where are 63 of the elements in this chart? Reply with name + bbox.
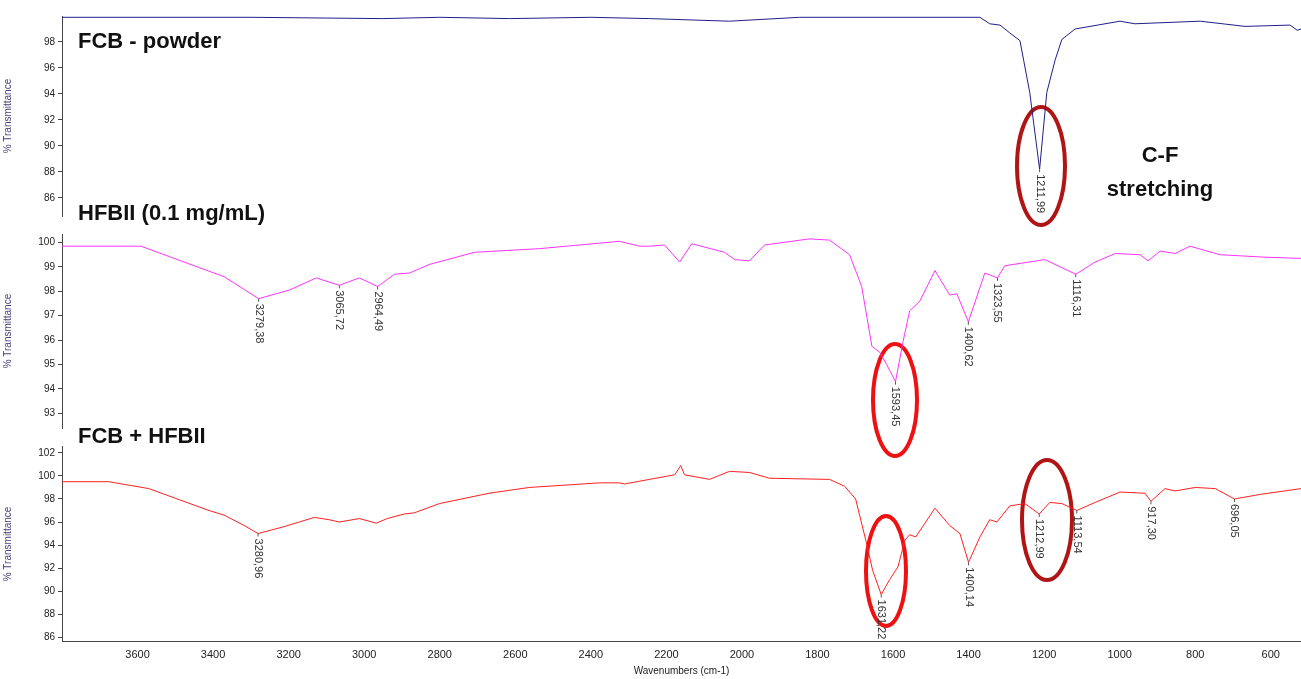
y-tick-label: 86 [43, 191, 56, 203]
annotation: C-F stretching [1105, 141, 1215, 203]
chart-title: HFBII (0.1 mg/mL) [78, 200, 266, 226]
y-tick-label: 88 [43, 165, 56, 177]
x-tick-label: 1600 [880, 648, 906, 661]
annotation: 1400,14 [963, 567, 976, 608]
annotation: 3065,72 [334, 290, 347, 331]
x-tick-label: 1800 [805, 648, 830, 661]
y-tick-label: 97 [43, 309, 56, 321]
annotation: 1113,54 [1071, 515, 1084, 554]
y-tick-label: 94 [43, 538, 56, 550]
x-tick-label: 2600 [503, 648, 528, 661]
x-tick-label: 1200 [1031, 648, 1057, 661]
annotation: 1400,62 [963, 326, 976, 367]
annotation: 696,05 [1229, 503, 1242, 538]
annotation: 1631,22 [876, 599, 889, 640]
y-axis-title: % Transmittance [1, 506, 13, 582]
y-tick-label: 90 [43, 584, 56, 596]
annotation: 917,30 [1145, 506, 1158, 540]
annotation: 1323,55 [992, 282, 1005, 323]
x-tick-label: 800 [1186, 648, 1205, 661]
y-tick-label: 95 [43, 358, 56, 370]
annotation: 3279,38 [253, 303, 266, 344]
y-tick-label: 98 [43, 35, 56, 47]
x-axis-title: Wavenumbers (cm-1) [633, 664, 730, 676]
x-tick-label: 3400 [200, 648, 226, 661]
y-tick-label: 100 [38, 469, 56, 481]
y-tick-label: 102 [38, 446, 56, 458]
annotation: 3280,96 [253, 538, 266, 579]
y-tick-label: 96 [43, 333, 56, 345]
y-tick-label: 100 [38, 236, 56, 248]
y-tick-label: 86 [43, 630, 56, 642]
y-tick-label: 98 [43, 285, 56, 297]
x-tick-label: 2000 [729, 648, 755, 661]
x-tick-label: 2400 [578, 648, 604, 661]
x-tick-label: 3200 [276, 648, 301, 661]
y-axis-title: % Transmittance [1, 293, 13, 369]
x-tick-label: 600 [1261, 648, 1280, 661]
y-tick-label: 94 [43, 382, 56, 394]
annotation: 1211,99 [1034, 174, 1047, 214]
annotation: 2964,49 [372, 291, 385, 332]
chart-title: FCB + HFBII [78, 423, 206, 449]
y-tick-label: 90 [43, 139, 56, 151]
x-tick-label: 2800 [427, 648, 452, 661]
annotation: 1593,45 [890, 386, 903, 427]
y-axis-title: % Transmittance [1, 78, 13, 154]
text: FCB - powder [78, 28, 221, 54]
y-tick-label: 92 [43, 113, 56, 125]
x-tick-label: 1400 [956, 648, 981, 661]
x-tick-label: 3600 [125, 648, 150, 661]
y-tick-label: 99 [43, 260, 56, 272]
y-tick-label: 92 [43, 561, 56, 573]
x-tick-label: 1000 [1107, 648, 1132, 661]
y-tick-label: 88 [43, 607, 56, 619]
y-tick-label: 98 [43, 492, 56, 504]
x-tick-label: 2200 [654, 648, 679, 661]
y-tick-label: 96 [43, 515, 56, 527]
y-tick-label: 96 [43, 61, 56, 73]
y-tick-label: 94 [43, 87, 56, 99]
annotation: 1212,99 [1034, 518, 1047, 559]
annotation: 1116,31 [1070, 279, 1083, 318]
x-tick-label: 3000 [351, 648, 377, 661]
y-tick-label: 93 [43, 407, 56, 419]
